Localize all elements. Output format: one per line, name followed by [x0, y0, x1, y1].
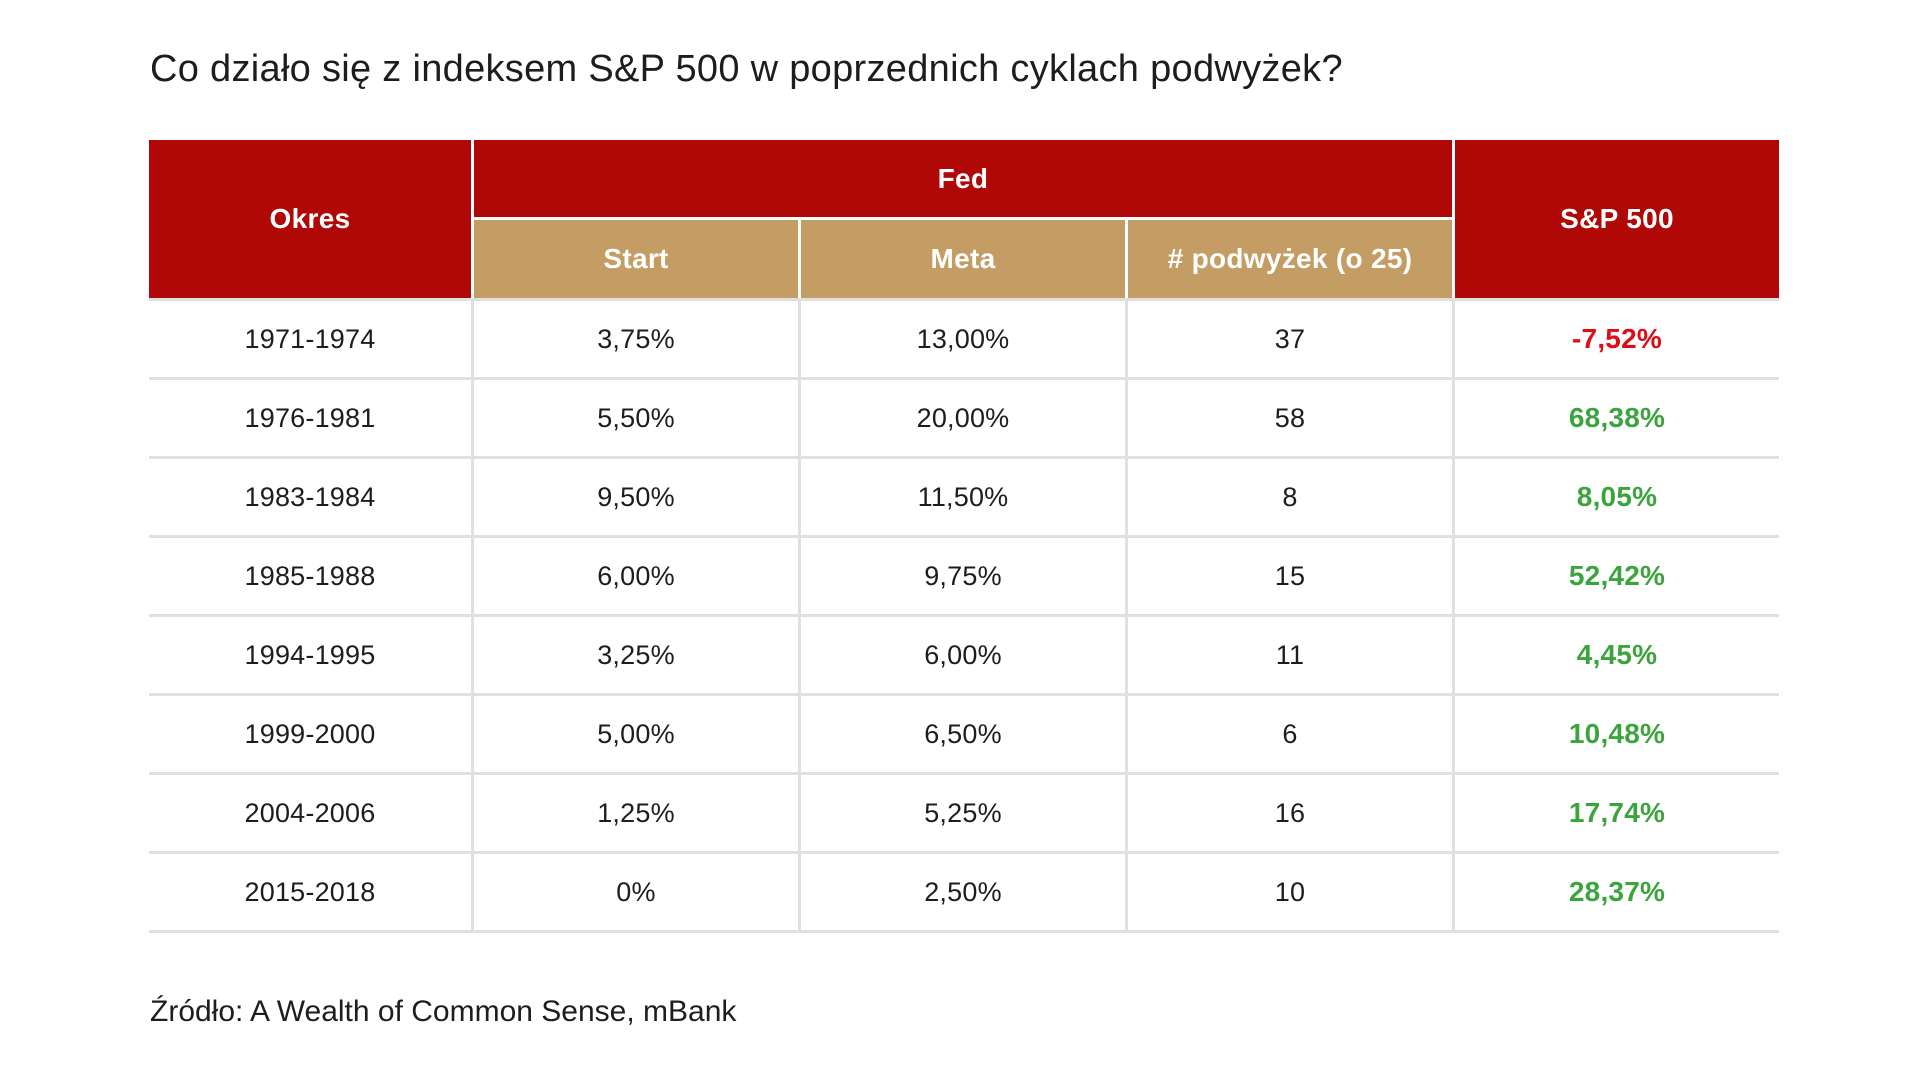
cell-okres: 1983-1984 — [149, 459, 471, 535]
cell-okres: 1985-1988 — [149, 538, 471, 614]
header-fed-group: Fed — [474, 140, 1452, 217]
cell-fed-hikes: 15 — [1128, 538, 1452, 614]
cell-fed-meta: 20,00% — [801, 380, 1125, 456]
cell-fed-meta: 6,50% — [801, 696, 1125, 772]
cell-fed-start: 6,00% — [474, 538, 798, 614]
cell-fed-hikes: 37 — [1128, 301, 1452, 377]
page-title: Co działo się z indeksem S&P 500 w poprz… — [150, 48, 1343, 90]
cell-fed-start: 0% — [474, 854, 798, 930]
cell-fed-hikes: 58 — [1128, 380, 1452, 456]
fed-cycles-table: Okres Fed S&P 500 Start Meta # podwyżek … — [149, 140, 1779, 933]
header-fed-meta: Meta — [801, 220, 1125, 298]
cell-sp500-return: 17,74% — [1455, 775, 1779, 851]
cell-fed-hikes: 6 — [1128, 696, 1452, 772]
cell-fed-start: 3,75% — [474, 301, 798, 377]
table-body: 1971-1974 3,75% 13,00% 37 -7,52% 1976-19… — [149, 298, 1779, 933]
cell-fed-meta: 11,50% — [801, 459, 1125, 535]
cell-sp500-return: 8,05% — [1455, 459, 1779, 535]
cell-fed-meta: 9,75% — [801, 538, 1125, 614]
cell-sp500-return: 10,48% — [1455, 696, 1779, 772]
cell-fed-meta: 2,50% — [801, 854, 1125, 930]
cell-fed-meta: 13,00% — [801, 301, 1125, 377]
cell-fed-meta: 5,25% — [801, 775, 1125, 851]
header-sp500: S&P 500 — [1455, 140, 1779, 298]
cell-fed-hikes: 8 — [1128, 459, 1452, 535]
cell-sp500-return: 68,38% — [1455, 380, 1779, 456]
cell-okres: 1976-1981 — [149, 380, 471, 456]
cell-fed-start: 5,00% — [474, 696, 798, 772]
cell-okres: 2004-2006 — [149, 775, 471, 851]
cell-fed-start: 3,25% — [474, 617, 798, 693]
cell-sp500-return: 28,37% — [1455, 854, 1779, 930]
cell-fed-start: 1,25% — [474, 775, 798, 851]
table-header: Okres Fed S&P 500 Start Meta # podwyżek … — [149, 140, 1779, 298]
cell-sp500-return: 52,42% — [1455, 538, 1779, 614]
cell-okres: 1999-2000 — [149, 696, 471, 772]
cell-fed-start: 5,50% — [474, 380, 798, 456]
source-note: Źródło: A Wealth of Common Sense, mBank — [150, 995, 737, 1028]
header-okres: Okres — [149, 140, 471, 298]
cell-fed-hikes: 16 — [1128, 775, 1452, 851]
cell-fed-start: 9,50% — [474, 459, 798, 535]
cell-okres: 2015-2018 — [149, 854, 471, 930]
cell-fed-hikes: 10 — [1128, 854, 1452, 930]
cell-sp500-return: 4,45% — [1455, 617, 1779, 693]
cell-okres: 1971-1974 — [149, 301, 471, 377]
cell-fed-hikes: 11 — [1128, 617, 1452, 693]
cell-sp500-return: -7,52% — [1455, 301, 1779, 377]
cell-fed-meta: 6,00% — [801, 617, 1125, 693]
header-fed-start: Start — [474, 220, 798, 298]
header-fed-hikes: # podwyżek (o 25) — [1128, 220, 1452, 298]
cell-okres: 1994-1995 — [149, 617, 471, 693]
